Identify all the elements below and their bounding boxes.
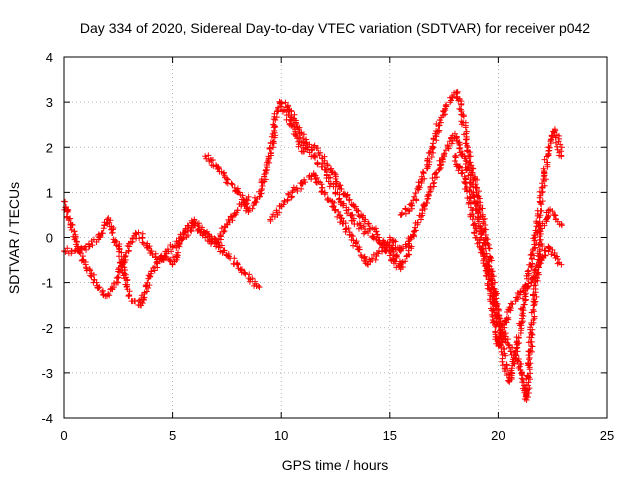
- series-markers: [202, 98, 393, 255]
- x-tick-label: 10: [274, 428, 288, 443]
- x-tick-label: 25: [600, 428, 614, 443]
- axis-ticks: 0 5 10 15 20 25 -4 -3 -2 -1 0 1 2 3 4: [41, 50, 614, 443]
- series-markers: [267, 170, 405, 268]
- chart-title: Day 334 of 2020, Sidereal Day-to-day VTE…: [80, 20, 590, 36]
- y-axis-label: SDTVAR / TECUs: [6, 182, 22, 294]
- series-track-h: [451, 152, 565, 349]
- y-tick-label: -4: [41, 411, 53, 426]
- series-markers: [451, 152, 565, 349]
- y-tick-label: -2: [41, 321, 53, 336]
- x-axis-label: GPS time / hours: [282, 457, 389, 473]
- y-tick-label: 3: [46, 95, 53, 110]
- series-track-e: [267, 170, 405, 268]
- y-tick-label: -1: [41, 276, 53, 291]
- x-tick-label: 0: [60, 428, 67, 443]
- y-tick-label: -3: [41, 366, 53, 381]
- y-tick-label: 4: [46, 50, 53, 65]
- x-tick-label: 20: [491, 428, 505, 443]
- y-tick-label: 2: [46, 140, 53, 155]
- x-tick-label: 5: [169, 428, 176, 443]
- series-track-c: [202, 98, 393, 255]
- y-tick-label: 1: [46, 185, 53, 200]
- y-tick-label: 0: [46, 231, 53, 246]
- x-tick-label: 15: [383, 428, 397, 443]
